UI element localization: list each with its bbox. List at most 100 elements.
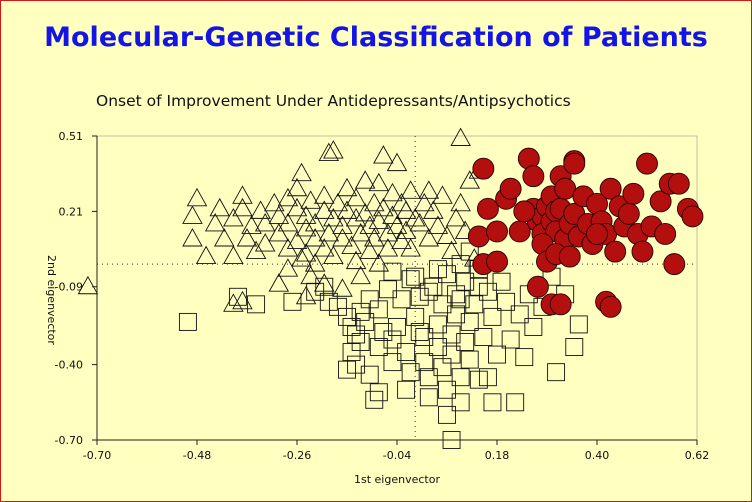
circle-point [599, 295, 622, 318]
x-tick-label: 0.18 [485, 449, 510, 462]
square-point [369, 338, 388, 356]
triangle-point [232, 185, 253, 204]
square-point [388, 317, 406, 336]
y-tick-label: 0.21 [59, 205, 84, 218]
circle-point [476, 197, 499, 220]
triangle-point [223, 245, 244, 265]
triangle-point [286, 177, 308, 197]
square-point [433, 358, 452, 377]
square-point [306, 282, 325, 301]
square-point [419, 282, 438, 301]
square-point [283, 292, 302, 311]
triangle-point [432, 185, 453, 204]
triangle-point [391, 192, 412, 212]
square-point [451, 393, 470, 412]
circle-point [622, 182, 645, 205]
slide-title: Molecular-Genetic Classification of Pati… [44, 22, 708, 53]
triangle-point [250, 200, 271, 219]
square-point [410, 323, 429, 341]
triangle-point [332, 228, 353, 247]
y-tick-label: -0.70 [55, 434, 83, 447]
data-points [77, 127, 704, 449]
chart-title: Onset of Improvement Under Antidepressan… [96, 92, 571, 110]
circle-point [586, 223, 608, 245]
square-point [347, 325, 366, 344]
x-axis-label: 1st eigenvector [354, 473, 440, 486]
triangle-point [232, 290, 253, 310]
square-point [319, 292, 338, 311]
square-point [351, 302, 370, 321]
circle-point [472, 157, 495, 180]
square-point [483, 393, 502, 412]
triangle-point [382, 205, 403, 224]
triangle-point [400, 180, 421, 199]
triangle-point [77, 275, 99, 295]
square-point [456, 272, 475, 291]
triangle-point [277, 238, 299, 257]
triangle-point [359, 215, 380, 234]
triangle-point [204, 213, 226, 232]
triangle-point [236, 228, 258, 247]
circle-point [467, 225, 490, 248]
square-point [419, 368, 438, 387]
triangle-point [314, 238, 335, 257]
square-point [360, 365, 379, 384]
triangle-point [345, 250, 367, 270]
square-point [569, 315, 588, 334]
square-point [460, 242, 479, 261]
square-point [447, 305, 466, 324]
square-point [415, 353, 434, 372]
square-point [565, 338, 584, 356]
square-point [524, 317, 543, 336]
square-point [510, 305, 529, 324]
triangle-point [304, 213, 326, 232]
triangle-point [345, 187, 367, 207]
circle-point [563, 152, 586, 175]
triangle-point [232, 197, 253, 217]
square-point [356, 312, 375, 331]
triangle-point [445, 207, 467, 227]
square-point [447, 285, 466, 304]
square-point [428, 260, 447, 279]
square-point [347, 355, 366, 374]
triangle-point [414, 192, 435, 212]
square-point [433, 295, 452, 314]
circle-point [513, 200, 536, 223]
square-point [342, 317, 361, 336]
square-point [374, 323, 393, 341]
square-point [360, 290, 379, 309]
triangle-point [373, 145, 394, 164]
triangle-point [277, 187, 299, 207]
square-point [401, 270, 420, 289]
circle-point [631, 240, 654, 263]
triangle-point [400, 238, 421, 257]
triangle-point [364, 192, 385, 212]
triangle-point [214, 228, 235, 247]
triangle-point [359, 240, 380, 260]
triangle-point [450, 127, 471, 146]
square-point [428, 315, 447, 334]
circle-point [549, 293, 572, 316]
square-point [506, 393, 525, 412]
circle-point [526, 275, 549, 298]
triangle-point [182, 228, 203, 247]
triangle-point [368, 172, 390, 192]
triangle-point [323, 245, 344, 265]
x-tick-label: -0.48 [183, 449, 211, 462]
y-tick-label: -0.09 [55, 281, 83, 294]
square-point [465, 295, 484, 314]
square-point [392, 290, 411, 309]
x-tick-label: 0.62 [685, 449, 710, 462]
circle-point [599, 177, 622, 200]
triangle-point [377, 223, 399, 242]
circle-point [636, 152, 658, 175]
square-point [406, 307, 425, 326]
triangle-point [291, 248, 312, 267]
triangle-point [368, 253, 390, 272]
triangle-point [314, 273, 335, 292]
x-tick-label: -0.70 [83, 449, 111, 462]
triangle-point [336, 177, 358, 197]
triangle-point [295, 243, 317, 262]
square-point [378, 280, 397, 299]
